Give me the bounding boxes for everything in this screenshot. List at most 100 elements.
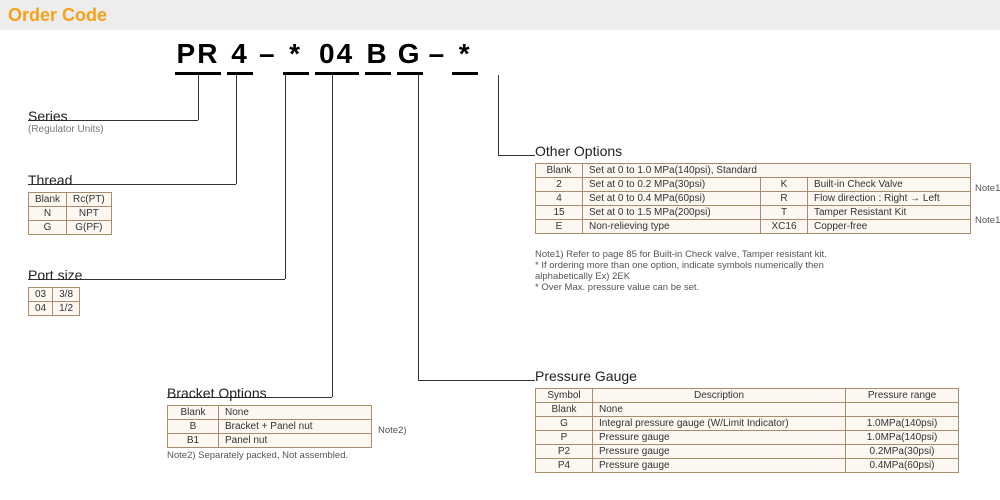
- table-cell: NPT: [67, 207, 112, 221]
- leader: [418, 75, 419, 380]
- table-cell: 2: [536, 178, 583, 192]
- table-cell: 1.0MPa(140psi): [846, 431, 959, 445]
- table-cell: T: [761, 206, 808, 220]
- table-cell: Blank: [536, 403, 593, 417]
- note-tag: [975, 197, 1000, 213]
- code-seg-04: 04: [315, 38, 359, 75]
- table-cell: P4: [536, 459, 593, 473]
- table-cell: Panel nut: [219, 434, 372, 448]
- bracket-label: Bracket Options: [167, 385, 407, 401]
- table-header: Description: [593, 389, 846, 403]
- title-bar: Order Code: [0, 0, 1000, 30]
- code-seg-pr: PR: [175, 38, 221, 75]
- other-notes: Note1) Refer to page 85 for Built-in Che…: [535, 249, 1000, 293]
- table-cell: Integral pressure gauge (W/Limit Indicat…: [593, 417, 846, 431]
- note-line: * If ordering more than one option, indi…: [535, 260, 1000, 271]
- note-line: * Over Max. pressure value can be set.: [535, 282, 1000, 293]
- leader: [198, 75, 199, 120]
- leader: [498, 155, 535, 156]
- table-cell: Pressure gauge: [593, 459, 846, 473]
- order-code-row: PR 4 – * 04 B G – *: [175, 38, 478, 75]
- gauge-label: Pressure Gauge: [535, 368, 959, 384]
- table-cell: 15: [536, 206, 583, 220]
- table-cell: None: [593, 403, 846, 417]
- table-cell: Set at 0 to 0.2 MPa(30psi): [583, 178, 761, 192]
- bracket-note: Note2) Separately packed, Not assembled.: [167, 450, 407, 461]
- table-cell: 4: [536, 192, 583, 206]
- table-cell: P: [536, 431, 593, 445]
- table-cell: 0.2MPa(30psi): [846, 445, 959, 459]
- port-section: Port size 033/8041/2: [28, 267, 82, 316]
- table-cell: Rc(PT): [67, 193, 112, 207]
- table-cell: Pressure gauge: [593, 431, 846, 445]
- table-cell: Non-relieving type: [583, 220, 761, 234]
- table-cell: 0.4MPa(60psi): [846, 459, 959, 473]
- leader: [236, 75, 237, 184]
- leader: [418, 380, 535, 381]
- code-seg-b: B: [365, 38, 391, 75]
- note-tag: Note1,2): [975, 213, 1000, 229]
- note-line: Note1) Refer to page 85 for Built-in Che…: [535, 249, 1000, 260]
- table-cell: K: [761, 178, 808, 192]
- table-cell: B1: [168, 434, 219, 448]
- table-cell: 1/2: [53, 302, 80, 316]
- table-cell: Blank: [536, 164, 583, 178]
- table-cell: 03: [29, 288, 53, 302]
- table-cell: E: [536, 220, 583, 234]
- table-cell: 04: [29, 302, 53, 316]
- table-cell: Set at 0 to 1.0 MPa(140psi), Standard: [583, 164, 971, 178]
- series-sublabel: (Regulator Units): [28, 124, 104, 135]
- table-cell: N: [29, 207, 67, 221]
- other-side-notes: Note1) Note1,2): [975, 181, 1000, 245]
- leader: [285, 75, 286, 279]
- bracket-note-tag: Note2): [378, 425, 407, 436]
- code-seg-4: 4: [227, 38, 253, 75]
- gauge-section: Pressure Gauge SymbolDescriptionPressure…: [535, 368, 959, 473]
- code-seg-dash2: –: [429, 38, 447, 75]
- table-cell: Set at 0 to 1.5 MPa(200psi): [583, 206, 761, 220]
- table-cell: Blank: [168, 406, 219, 420]
- port-table: 033/8041/2: [28, 287, 80, 316]
- table-cell: Built-in Check Valve: [808, 178, 971, 192]
- table-cell: 3/8: [53, 288, 80, 302]
- table-cell: [846, 403, 959, 417]
- table-cell: XC16: [761, 220, 808, 234]
- leader: [498, 75, 499, 155]
- series-section: Series (Regulator Units): [28, 108, 104, 135]
- table-cell: None: [219, 406, 372, 420]
- thread-table: BlankRc(PT)NNPTGG(PF): [28, 192, 112, 235]
- table-cell: Flow direction : Right → Left: [808, 192, 971, 206]
- table-cell: G: [29, 221, 67, 235]
- table-cell: Bracket + Panel nut: [219, 420, 372, 434]
- code-seg-star1: *: [283, 38, 309, 75]
- gauge-table: SymbolDescriptionPressure range BlankNone…: [535, 388, 959, 473]
- code-seg-star2: *: [452, 38, 478, 75]
- bracket-section: Bracket Options BlankNoneBBracket + Pane…: [167, 385, 407, 461]
- table-cell: Tamper Resistant Kit: [808, 206, 971, 220]
- code-seg-dash1: –: [259, 38, 277, 75]
- table-cell: Set at 0 to 0.4 MPa(60psi): [583, 192, 761, 206]
- series-label: Series: [28, 108, 104, 124]
- table-header: Pressure range: [846, 389, 959, 403]
- note-tag: [975, 229, 1000, 245]
- table-cell: G(PF): [67, 221, 112, 235]
- table-cell: Blank: [29, 193, 67, 207]
- thread-label: Thread: [28, 172, 112, 188]
- table-cell: B: [168, 420, 219, 434]
- leader: [332, 75, 333, 397]
- note-tag: Note1): [975, 181, 1000, 197]
- table-cell: R: [761, 192, 808, 206]
- table-cell: P2: [536, 445, 593, 459]
- table-cell: Copper-free: [808, 220, 971, 234]
- other-label: Other Options: [535, 143, 1000, 159]
- table-cell: 1.0MPa(140psi): [846, 417, 959, 431]
- note-line: alphabetically Ex) 2EK: [535, 271, 1000, 282]
- thread-section: Thread BlankRc(PT)NNPTGG(PF): [28, 172, 112, 235]
- port-label: Port size: [28, 267, 82, 283]
- bracket-table: BlankNoneBBracket + Panel nutB1Panel nut: [167, 405, 372, 448]
- table-cell: G: [536, 417, 593, 431]
- table-cell: Pressure gauge: [593, 445, 846, 459]
- code-seg-g: G: [397, 38, 423, 75]
- other-table: BlankSet at 0 to 1.0 MPa(140psi), Standa…: [535, 163, 971, 234]
- table-header: Symbol: [536, 389, 593, 403]
